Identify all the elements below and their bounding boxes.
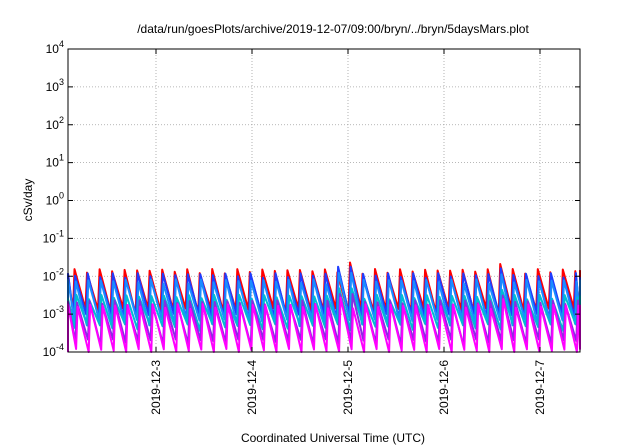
y-tick-label: 104	[46, 39, 64, 56]
y-tick-label: 101	[46, 153, 64, 170]
x-tick-label: 2019-12-3	[149, 360, 163, 415]
series-group	[67, 261, 581, 353]
series-line	[67, 296, 581, 353]
plot-frame	[67, 48, 581, 353]
axes: 10-4 10-3 10-2 10-1 100 101 102 103 104 2019-12-3…	[43, 39, 581, 415]
y-axis-label: cSv/day	[21, 179, 35, 222]
x-tick-label: 2019-12-6	[437, 360, 451, 415]
x-tick-label: 2019-12-5	[341, 360, 355, 415]
x-tick-label: 2019-12-4	[245, 360, 259, 415]
y-tick-label: 10-3	[43, 304, 64, 321]
x-axis-label: Coordinated Universal Time (UTC)	[241, 431, 425, 445]
y-tick-label: 103	[46, 77, 64, 94]
y-tick-label: 10-1	[43, 228, 64, 245]
y-tick-label: 102	[46, 115, 64, 132]
x-tick-label: 2019-12-7	[533, 360, 547, 415]
chart-title: /data/run/goesPlots/archive/2019-12-07/0…	[137, 22, 529, 36]
y-tick-label: 10-4	[43, 342, 64, 359]
y-tick-label: 100	[46, 191, 64, 208]
y-tick-label: 10-2	[43, 266, 64, 283]
